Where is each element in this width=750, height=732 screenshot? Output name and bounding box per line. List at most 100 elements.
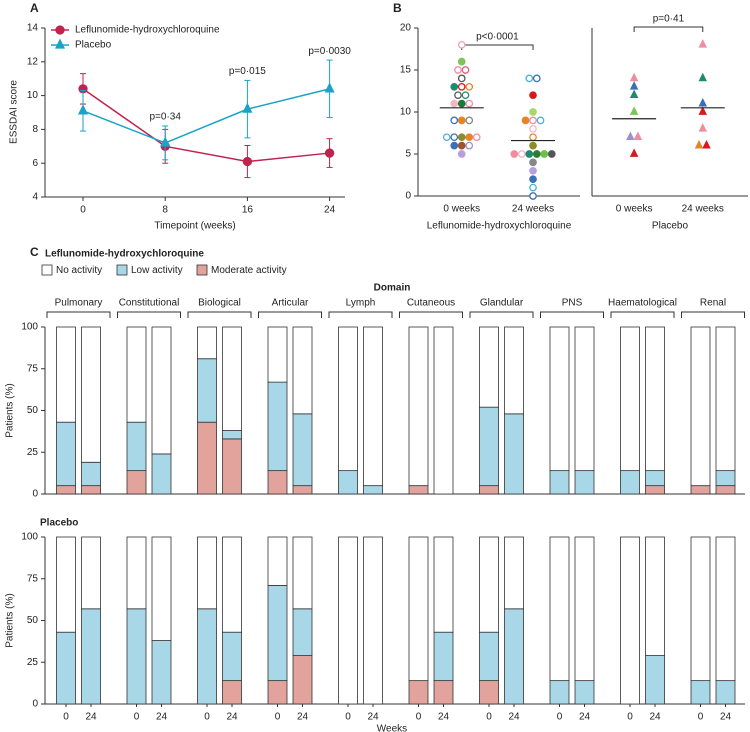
bar-segment [292, 326, 313, 415]
y-axis-title: ESSDAI score [9, 80, 20, 144]
bar-segment [574, 470, 595, 495]
group-label: Renal [700, 298, 726, 309]
bar-segment [479, 536, 499, 633]
marker [450, 141, 459, 150]
bar-segment [479, 631, 499, 682]
bar-segment [222, 631, 242, 682]
marker [450, 99, 459, 108]
bar-segment [433, 680, 454, 705]
marker [450, 133, 459, 142]
bar-segment [408, 485, 429, 495]
marker [702, 139, 711, 149]
group-label: Cutaneous [407, 298, 455, 309]
bar-segment [267, 536, 288, 586]
marker [461, 91, 470, 100]
marker [457, 40, 466, 49]
x-tick-label: 0 [345, 712, 351, 723]
bar-segment [197, 358, 217, 423]
marker [698, 39, 708, 48]
annotation: p=0·0030 [308, 46, 351, 57]
group-bracket [328, 311, 393, 318]
bar-segment [408, 680, 429, 705]
marker [529, 116, 537, 125]
bar-segment [267, 326, 288, 383]
bar-segment [363, 326, 383, 487]
x-axis-title: Timepoint (weeks) [154, 221, 235, 232]
marker [529, 91, 537, 100]
bar-segment [197, 421, 217, 495]
bar-segment [126, 470, 147, 495]
bar-segment [81, 485, 101, 495]
group-label: Leflunomide-hydroxychloroquine [427, 221, 572, 232]
x-tick-label: 24 [324, 205, 336, 216]
marker [54, 38, 66, 49]
bar-segment [56, 421, 76, 487]
marker [532, 74, 541, 83]
bar-segment [197, 608, 217, 705]
marker [529, 192, 537, 200]
panel-title: Leflunomide-hydroxychloroquine [45, 249, 204, 260]
bar-segment [549, 536, 570, 682]
y-tick-label: 15 [400, 65, 412, 76]
marker [529, 158, 537, 167]
p-value: p<0·0001 [476, 32, 519, 43]
marker [629, 106, 639, 115]
group-bracket [540, 311, 604, 318]
marker [457, 82, 466, 91]
bar-segment [126, 608, 147, 705]
bar-segment [690, 485, 711, 495]
bar-segment [292, 655, 313, 705]
bar-segment [56, 631, 76, 705]
y-tick-label: 20 [400, 23, 412, 34]
legend-label: Low activity [131, 265, 183, 276]
x-tick-label: 24 [508, 712, 520, 723]
y-tick-label: 6 [32, 158, 38, 169]
bar-segment [151, 326, 172, 455]
bar-segment [151, 640, 172, 705]
marker [465, 116, 474, 125]
bar-segment [715, 470, 736, 487]
x-tick-label: 24 [85, 712, 97, 723]
marker [465, 82, 474, 91]
marker [457, 99, 466, 108]
bar-segment [715, 680, 736, 705]
marker [525, 150, 534, 158]
marker [450, 82, 459, 91]
bar-segment [479, 406, 499, 487]
bar-segment [222, 680, 242, 705]
bar-segment [504, 608, 524, 705]
y-axis-title: Patients (%) [5, 593, 16, 647]
bar-segment [56, 485, 76, 495]
marker [77, 104, 89, 115]
bar-segment [479, 326, 499, 408]
marker [536, 116, 545, 125]
marker [540, 150, 549, 158]
bar-segment [645, 536, 665, 656]
marker [532, 150, 541, 158]
group-bracket [187, 311, 252, 318]
marker [521, 116, 530, 125]
marker [324, 148, 335, 158]
bar-segment [267, 680, 288, 705]
marker [547, 150, 556, 158]
bar-segment [574, 680, 595, 705]
marker [529, 124, 537, 133]
x-tick-label: 24 [438, 712, 450, 723]
marker [694, 139, 704, 149]
bar-segment [408, 536, 429, 682]
group-bracket [117, 311, 181, 318]
group-bracket [46, 311, 111, 318]
bar-segment [549, 326, 570, 472]
bar-segment [267, 470, 288, 495]
bar-segment [338, 536, 358, 705]
x-tick-label: 0 [134, 712, 140, 723]
y-axis-title: Patients (%) [5, 383, 16, 437]
marker [442, 133, 451, 142]
group-bracket [681, 311, 745, 318]
p-value: p=0·41 [653, 14, 685, 25]
marker [454, 91, 462, 100]
bar-segment [197, 326, 217, 360]
y-tick-label: 75 [27, 363, 39, 374]
marker [457, 57, 466, 66]
